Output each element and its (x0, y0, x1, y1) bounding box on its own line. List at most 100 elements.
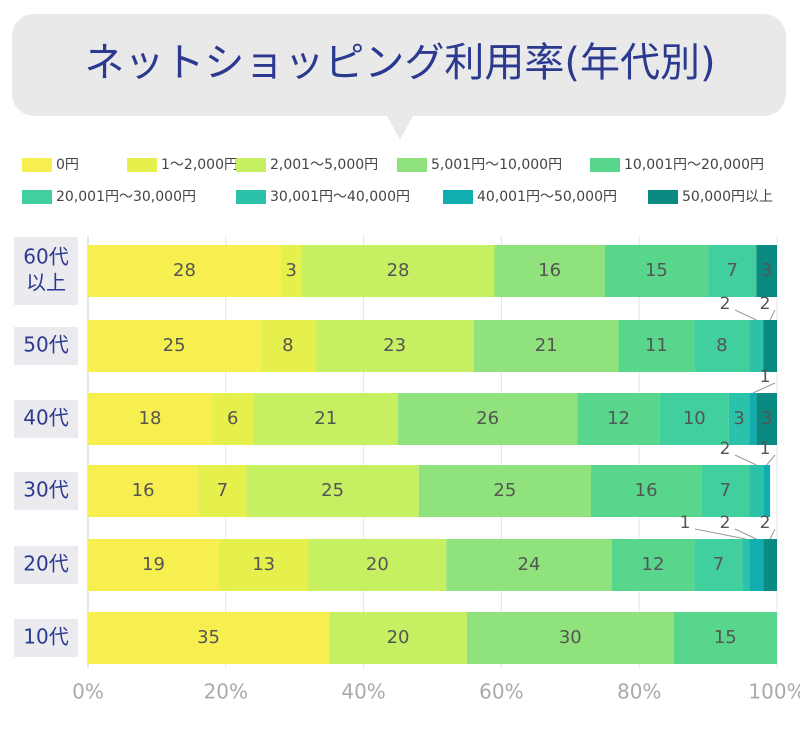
data-label: 11 (645, 335, 668, 356)
bar-segment (577, 393, 660, 445)
data-label: 30 (559, 627, 582, 648)
bar-segment (88, 465, 199, 517)
data-label: 28 (173, 260, 196, 281)
data-label: 3 (286, 260, 297, 281)
data-label: 24 (518, 554, 541, 575)
category-label: 以上 (26, 271, 66, 295)
bar-segment (749, 465, 764, 517)
legend-label: 10,001円〜20,000円 (624, 157, 764, 173)
category-label: 40代 (23, 406, 68, 430)
bar-segment (604, 245, 709, 297)
bar-segment (673, 612, 777, 664)
bar-segment (280, 245, 302, 297)
bar-segment (88, 393, 213, 445)
category-label: 10代 (23, 625, 68, 649)
data-label: 2 (720, 439, 731, 459)
data-label: 7 (217, 480, 228, 501)
legend-label: 20,001円〜30,000円 (56, 189, 196, 205)
data-label: 23 (383, 335, 406, 356)
data-label: 25 (321, 480, 344, 501)
leader-line (734, 454, 757, 466)
bar-segment (694, 539, 743, 591)
x-tick-label: 20% (204, 680, 248, 704)
legend-swatch (236, 158, 266, 172)
data-label: 28 (387, 260, 410, 281)
bar-segment (198, 465, 247, 517)
data-label: 3 (761, 260, 772, 281)
category-box (14, 400, 78, 438)
data-label: 1 (760, 367, 771, 387)
category-box (14, 472, 78, 510)
bar-segment (253, 393, 399, 445)
data-label: 13 (252, 554, 275, 575)
bar-segment (212, 393, 254, 445)
legend-label: 40,001円〜50,000円 (477, 189, 617, 205)
legend-swatch (443, 190, 473, 204)
data-label: 7 (726, 260, 737, 281)
bar-segment (742, 539, 750, 591)
leader-line (769, 528, 776, 540)
category-box (14, 619, 78, 657)
leader-line (769, 309, 776, 321)
bar-segment (590, 465, 702, 517)
data-label: 8 (716, 335, 727, 356)
x-tick-label: 0% (72, 680, 104, 704)
bar-segment (308, 539, 447, 591)
x-tick-label: 80% (617, 680, 661, 704)
data-label: 7 (720, 480, 731, 501)
bar-segment (749, 539, 764, 591)
bar-segment (301, 245, 495, 297)
leader-line (734, 528, 757, 540)
legend-swatch (22, 190, 52, 204)
legend-swatch (22, 158, 52, 172)
legend-label: 5,001円〜10,000円 (431, 157, 562, 173)
bar-segment (728, 393, 750, 445)
bar-segment (315, 320, 474, 372)
data-label: 26 (476, 408, 499, 429)
bar-segment (446, 539, 612, 591)
bar-segment (218, 539, 309, 591)
data-label: 35 (197, 627, 220, 648)
data-label: 21 (314, 408, 337, 429)
bar-segment (763, 539, 777, 591)
bar-segment (763, 465, 771, 517)
x-tick-label: 40% (341, 680, 385, 704)
bar-segment (659, 393, 729, 445)
bar-segment (246, 465, 419, 517)
bar-segment (88, 245, 281, 297)
data-label: 3 (733, 408, 744, 429)
data-label: 6 (227, 408, 238, 429)
leader-line (766, 454, 776, 466)
legend-label: 0円 (56, 157, 79, 173)
data-label: 2 (720, 513, 731, 533)
data-label: 1 (680, 513, 691, 533)
category-label: 50代 (23, 333, 68, 357)
data-label: 2 (720, 294, 731, 314)
category-label: 30代 (23, 478, 68, 502)
bar-segment (329, 612, 467, 664)
bar-segment (88, 612, 330, 664)
legend-swatch (590, 158, 620, 172)
legend-swatch (127, 158, 157, 172)
legend-label: 1〜2,000円 (161, 157, 238, 173)
leader-line (694, 528, 747, 540)
bar-segment (611, 539, 695, 591)
data-label: 21 (535, 335, 558, 356)
bar-segment (694, 320, 750, 372)
data-label: 2 (760, 513, 771, 533)
bar-segment (466, 612, 674, 664)
data-label: 25 (493, 480, 516, 501)
data-label: 18 (139, 408, 162, 429)
bar-segment (494, 245, 605, 297)
bar-segment (756, 245, 777, 297)
bar-segment (88, 539, 219, 591)
data-label: 15 (714, 627, 737, 648)
bar-segment (398, 393, 578, 445)
legend-swatch (648, 190, 678, 204)
x-tick-label: 60% (479, 680, 523, 704)
category-label: 20代 (23, 552, 68, 576)
legend-label: 2,001〜5,000円 (270, 157, 378, 173)
data-label: 1 (760, 439, 771, 459)
legend-label: 50,000円以上 (682, 189, 773, 205)
